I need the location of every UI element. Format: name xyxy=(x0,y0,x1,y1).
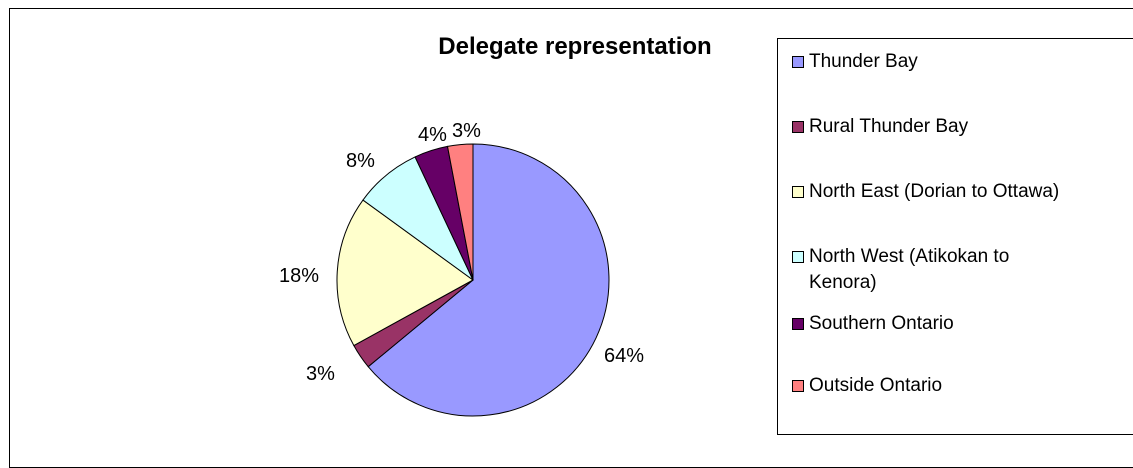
legend-label-outside-ontario: Outside Ontario xyxy=(809,375,943,396)
legend-swatch-southern-ontario xyxy=(792,318,804,330)
data-label-thunder-bay: 64% xyxy=(604,345,645,367)
data-label-rural-thunder-bay: 3% xyxy=(306,363,335,385)
data-label-outside-ontario: 3% xyxy=(452,120,481,142)
legend: Thunder Bay Rural Thunder Bay North East… xyxy=(777,38,1133,435)
legend-item-rural-thunder-bay: Rural Thunder Bay xyxy=(792,114,1109,140)
chart-title: Delegate representation xyxy=(438,33,712,60)
legend-item-north-east: North East (Dorian to Ottawa) xyxy=(792,179,1109,205)
legend-label-rural-thunder-bay: Rural Thunder Bay xyxy=(809,116,969,137)
legend-swatch-north-west xyxy=(792,251,804,263)
legend-item-outside-ontario: Outside Ontario xyxy=(792,373,1109,399)
pie-slice-north-east xyxy=(336,199,474,347)
data-label-north-west: 8% xyxy=(346,150,375,172)
data-label-southern-ontario: 4% xyxy=(418,124,447,146)
pie-slice-outside-ontario xyxy=(446,143,474,281)
legend-swatch-thunder-bay xyxy=(792,56,804,68)
legend-label-north-east: North East (Dorian to Ottawa) xyxy=(809,181,1060,202)
legend-swatch-rural-thunder-bay xyxy=(792,121,804,133)
legend-swatch-north-east xyxy=(792,186,804,198)
legend-item-north-west: North West (Atikokan to Kenora) xyxy=(792,244,1049,296)
legend-swatch-outside-ontario xyxy=(792,380,804,392)
legend-label-southern-ontario: Southern Ontario xyxy=(809,313,954,334)
legend-item-southern-ontario: Southern Ontario xyxy=(792,311,1109,337)
legend-label-thunder-bay: Thunder Bay xyxy=(809,51,918,72)
pie-slice-thunder-bay xyxy=(367,143,610,417)
data-label-north-east: 18% xyxy=(279,265,320,287)
pie-slices xyxy=(336,143,610,417)
legend-item-thunder-bay: Thunder Bay xyxy=(792,49,1109,75)
legend-label-north-west: North West (Atikokan to Kenora) xyxy=(809,246,1010,293)
